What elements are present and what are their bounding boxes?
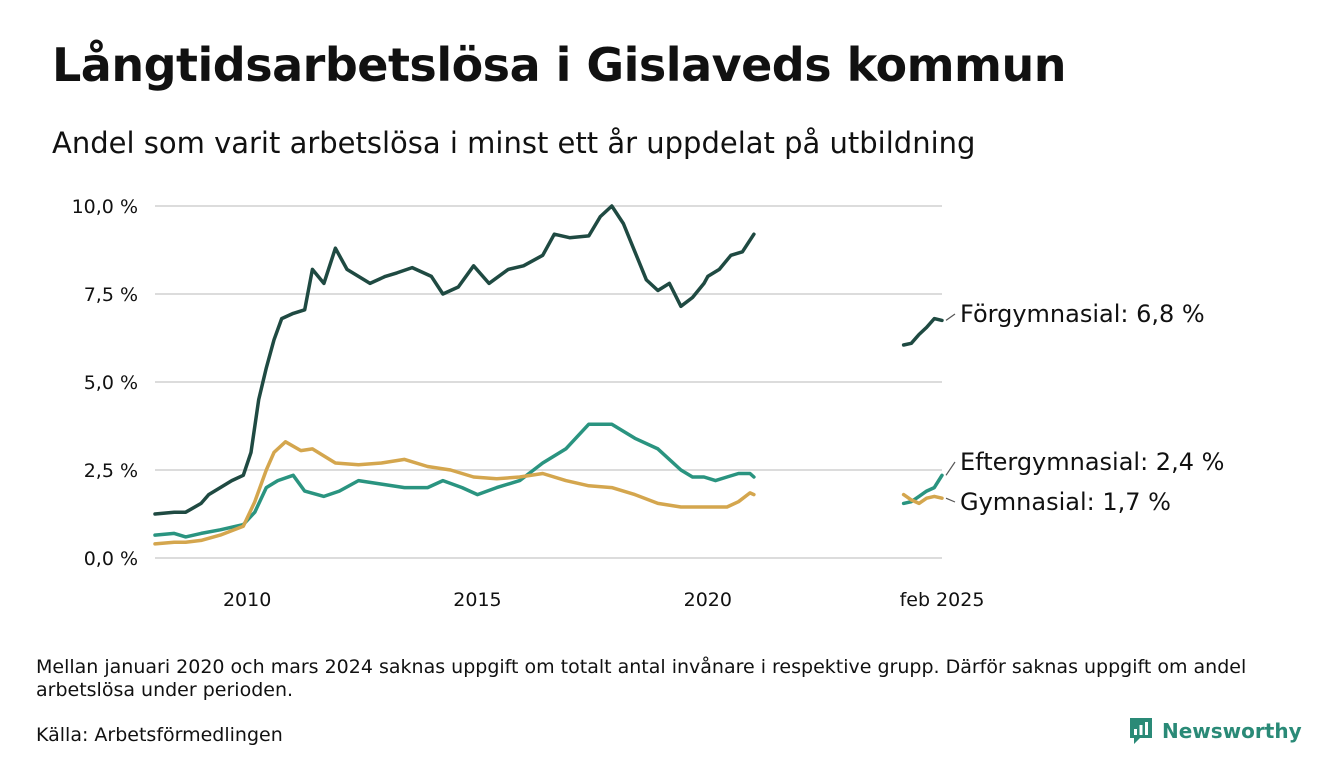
y-tick-label: 2,5 %: [84, 460, 138, 482]
line-chart: 0,0 % 2,5 % 5,0 % 7,5 % 10,0 % 2010 2015 2020 f…: [72, 196, 1225, 611]
chart-subtitle: Andel som varit arbetslösa i minst ett å…: [52, 126, 976, 160]
brand-name: Newsworthy: [1162, 719, 1302, 743]
series-end-label: Eftergymnasial: 2,4 %: [960, 448, 1224, 476]
series-lines: [153, 204, 944, 546]
series-line-eftergymnasial: [153, 422, 944, 539]
brand-logo: Newsworthy: [1128, 716, 1302, 746]
label-leader-line: [945, 497, 956, 503]
bar-chart-logo-icon: [1130, 718, 1152, 744]
series-line-gymnasial: [153, 440, 944, 546]
chart-title: Långtidsarbetslösa i Gislaveds kommun: [52, 38, 1066, 92]
label-leader-line: [945, 313, 956, 321]
series-end-label: Förgymnasial: 6,8 %: [960, 300, 1205, 328]
label-leader-line: [945, 461, 956, 476]
x-axis: 2010 2015 2020 feb 2025: [223, 589, 984, 611]
series-end-label: Gymnasial: 1,7 %: [960, 488, 1171, 516]
x-tick-label: 2020: [684, 589, 732, 611]
x-tick-label: feb 2025: [900, 589, 985, 611]
x-tick-label: 2015: [453, 589, 501, 611]
source-credit: Källa: Arbetsförmedlingen: [36, 724, 283, 746]
chart-note: Mellan januari 2020 och mars 2024 saknas…: [36, 656, 1247, 701]
y-axis: 0,0 % 2,5 % 5,0 % 7,5 % 10,0 %: [72, 196, 138, 570]
series-end-labels: Förgymnasial: 6,8 % Eftergymnasial: 2,4 %…: [945, 300, 1224, 516]
y-tick-label: 10,0 %: [72, 196, 138, 218]
y-tick-label: 0,0 %: [84, 548, 138, 570]
y-tick-label: 5,0 %: [84, 372, 138, 394]
gridlines: [155, 205, 942, 559]
x-tick-label: 2010: [223, 589, 271, 611]
y-tick-label: 7,5 %: [84, 284, 138, 306]
series-line-förgymnasial: [153, 204, 944, 516]
